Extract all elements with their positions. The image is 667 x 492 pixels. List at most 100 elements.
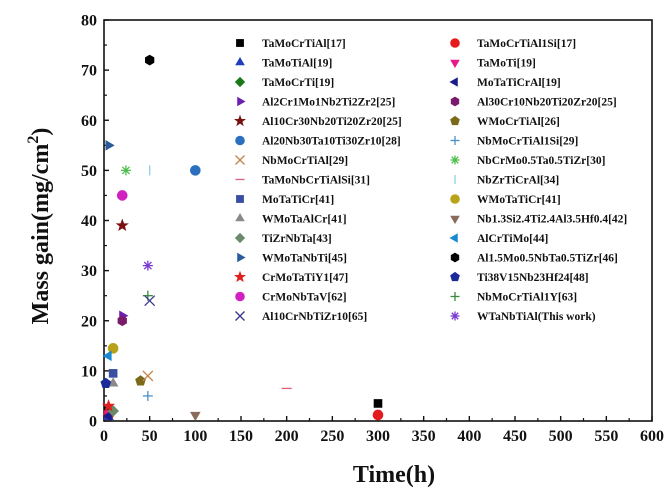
- x-tick-label: 150: [229, 428, 253, 445]
- tick-labels: 0 50 100 150 200 250 300 350 400 450 500 550 600 0 10 2…: [81, 13, 664, 446]
- y-axis-label-close: ): [28, 128, 54, 136]
- legend-label: TaMoNbCrTiAlSi[31]: [262, 175, 370, 187]
- legend-entry: NbMoCrTiAl1Si[29]: [450, 136, 578, 148]
- data-point: [102, 350, 112, 362]
- x-tick-label: 600: [640, 428, 664, 445]
- y-tick-label: 50: [81, 163, 97, 180]
- legend-marker: [235, 155, 245, 165]
- data-point: [107, 343, 119, 354]
- data-point: [372, 409, 384, 421]
- legend-entry: MoTaTiCr[41]: [236, 194, 334, 206]
- legend-marker: [235, 56, 245, 66]
- data-point: [142, 390, 153, 401]
- legend-label: Al20Nb30Ta10Ti30Zr10[28]: [262, 136, 401, 148]
- legend-marker: [235, 135, 245, 146]
- legend-entry: WTaNbTiAl(This work): [450, 311, 596, 323]
- legend-entry: TaMoCrTiAl[17]: [236, 38, 346, 50]
- legend-marker: [235, 291, 245, 302]
- x-tick-label: 0: [100, 428, 108, 445]
- legend-label: CrMoNbTaV[62]: [262, 292, 347, 304]
- legend-marker: [234, 232, 246, 244]
- x-tick-label: 50: [142, 428, 158, 445]
- x-tick-label: 550: [594, 428, 618, 445]
- data-point: [117, 315, 127, 327]
- legend-entry: Al30Cr10Nb20Ti20Zr20[25]: [450, 96, 617, 109]
- legend-marker: [237, 252, 246, 263]
- y-axis-label-superscript: 2: [25, 136, 42, 144]
- legend-entry: TaMoNbCrTiAlSi[31]: [235, 175, 370, 187]
- legend-marker: [234, 270, 246, 283]
- legend-marker: [450, 271, 460, 282]
- data-point: [102, 399, 116, 412]
- legend-label: NbMoCrTiAl1Si[29]: [477, 136, 578, 148]
- data-point: [190, 411, 201, 422]
- legend-label: Al2Cr1Mo1Nb2Ti2Zr2[25]: [262, 97, 395, 109]
- data-point: [100, 377, 112, 388]
- legend-marker: [450, 38, 460, 48]
- x-tick-label: 100: [183, 428, 207, 445]
- data-point: [120, 165, 131, 176]
- legend-marker: [450, 136, 460, 145]
- legend-entry: TaMoCrTiAl1Si[17]: [450, 38, 576, 50]
- legend: TaMoCrTiAl[17] TaMoCrTiAl1Si[17] TaMoTiAl[…: [234, 38, 627, 323]
- x-tick-label: 300: [366, 428, 390, 445]
- data-point: [116, 190, 128, 201]
- legend-label: Al10Cr30Nb20Ti20Zr20[25]: [262, 116, 402, 128]
- y-tick-label: 20: [81, 313, 97, 330]
- x-tick-label: 200: [275, 428, 299, 445]
- legend-label: MoTaTiCr[41]: [262, 194, 334, 206]
- legend-marker: [235, 212, 245, 222]
- x-tick-label: 450: [503, 428, 527, 445]
- legend-label: TaMoCrTi[19]: [262, 77, 334, 89]
- y-tick-label: 80: [81, 13, 97, 30]
- x-tick-label: 250: [320, 428, 344, 445]
- legend-label: Ti38V15Nb23Hf24[48]: [477, 272, 589, 284]
- legend-label: TaMoTiAl[19]: [262, 58, 332, 70]
- y-axis-label: Mass gain(mg/cm2): [25, 128, 54, 325]
- legend-marker: [450, 215, 460, 225]
- y-axis-label-main: Mass gain(mg/cm: [28, 144, 54, 325]
- legend-marker: [450, 252, 460, 263]
- legend-label: CrMoTaTiY1[47]: [262, 272, 348, 284]
- legend-marker: [450, 96, 460, 107]
- legend-marker: [449, 233, 458, 243]
- legend-entry: NbMoCrTiAl[29]: [235, 155, 348, 167]
- legend-marker: [236, 195, 244, 203]
- legend-label: TaMoCrTiAl[17]: [262, 38, 346, 50]
- data-point: [105, 140, 115, 151]
- y-tick-label: 30: [81, 263, 97, 280]
- legend-label: MoTaTiCrAl[19]: [477, 77, 561, 89]
- legend-label: WMoTaAlCr[41]: [262, 214, 347, 226]
- legend-entry: NbCrMo0.5Ta0.5TiZr[30]: [450, 155, 605, 167]
- x-tick-label: 400: [457, 428, 481, 445]
- legend-entry: MoTaTiCrAl[19]: [449, 77, 561, 89]
- data-points: [100, 54, 384, 422]
- legend-entry: Al20Nb30Ta10Ti30Zr10[28]: [235, 135, 401, 148]
- legend-entry: Nb1.3Si2.4Ti2.4Al3.5Hf0.4[42]: [450, 214, 627, 226]
- legend-entry: Al2Cr1Mo1Nb2Ti2Zr2[25]: [237, 96, 395, 109]
- legend-label: WMoTaTiCr[41]: [477, 194, 561, 206]
- legend-entry: Al1.5Mo0.5NbTa0.5TiZr[46]: [450, 252, 618, 265]
- legend-label: WTaNbTiAl(This work): [477, 311, 596, 323]
- legend-label: WMoTaNbTi[45]: [262, 253, 347, 265]
- y-tick-label: 0: [89, 414, 97, 431]
- legend-entry: NbZrTiCrAl[34]: [454, 175, 559, 187]
- data-point: [142, 370, 154, 382]
- legend-entry: CrMoNbTaV[62]: [235, 291, 347, 304]
- legend-entry: TaMoTi[19]: [450, 58, 536, 70]
- legend-marker: [237, 96, 246, 107]
- data-point: [115, 218, 129, 232]
- legend-entry: WMoCrTiAl[26]: [450, 115, 560, 128]
- legend-label: Al10CrNbTiZr10[65]: [262, 311, 367, 323]
- legend-entry: NbMoCrTiAl1Y[63]: [450, 292, 577, 304]
- legend-label: NbCrMo0.5Ta0.5TiZr[30]: [477, 155, 605, 167]
- legend-label: Al1.5Mo0.5NbTa0.5TiZr[46]: [477, 253, 618, 265]
- x-tick-label: 350: [412, 428, 436, 445]
- legend-marker: [450, 115, 460, 126]
- legend-label: Nb1.3Si2.4Ti2.4Al3.5Hf0.4[42]: [477, 214, 627, 226]
- legend-entry: WMoTaTiCr[41]: [450, 194, 561, 206]
- data-point: [190, 165, 201, 176]
- data-point: [102, 410, 112, 422]
- data-point: [142, 260, 153, 271]
